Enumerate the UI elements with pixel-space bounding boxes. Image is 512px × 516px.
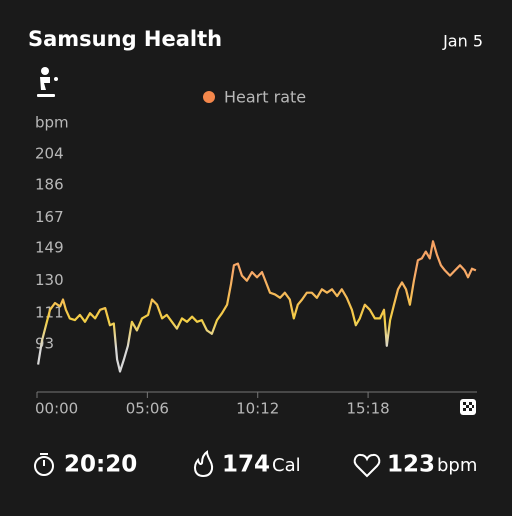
y-tick-label: 149 bbox=[35, 239, 64, 257]
y-tick-label: 130 bbox=[35, 271, 64, 289]
legend-dot bbox=[203, 91, 215, 103]
y-axis-label: bpm bbox=[35, 114, 69, 132]
calories-unit: Cal bbox=[272, 455, 301, 476]
y-tick-label: 93 bbox=[35, 335, 54, 353]
y-tick-label: 186 bbox=[35, 175, 64, 193]
x-tick-label: 05:06 bbox=[126, 400, 169, 418]
heart-rate-line bbox=[37, 240, 477, 373]
duration-value: 20:20 bbox=[64, 452, 137, 478]
y-tick-label: 167 bbox=[35, 208, 64, 226]
y-tick-label: 204 bbox=[35, 145, 64, 163]
heart-rate-unit: bpm bbox=[437, 455, 477, 476]
calories-value: 174 bbox=[222, 452, 270, 478]
duration-stat: 20:20 bbox=[34, 452, 137, 478]
legend-label: Heart rate bbox=[224, 88, 306, 107]
x-tick-label: 15:18 bbox=[346, 400, 389, 418]
x-tick-label: 00:00 bbox=[35, 400, 78, 418]
x-tick-label: 10:12 bbox=[236, 400, 279, 418]
heart-rate-stat: 123 bpm bbox=[353, 452, 477, 478]
calories-stat: 174 Cal bbox=[194, 450, 301, 478]
date: Jan 5 bbox=[442, 32, 483, 51]
activity-icon bbox=[37, 67, 58, 97]
heart-rate-value: 123 bbox=[387, 452, 435, 478]
finish-flag bbox=[460, 399, 476, 415]
app-title: Samsung Health bbox=[28, 27, 222, 51]
